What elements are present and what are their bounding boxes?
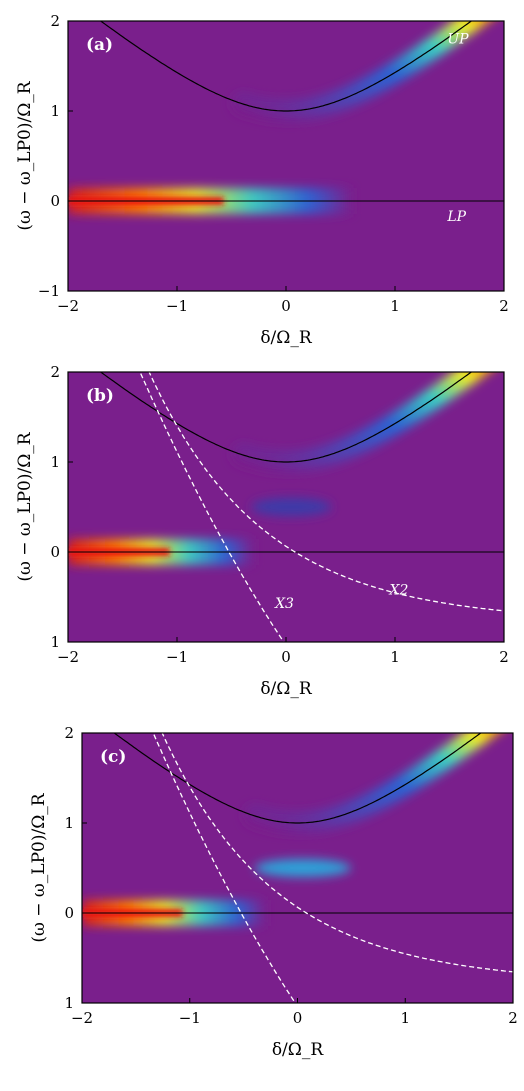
x-axis-label: δ/Ω_R: [260, 679, 313, 699]
panel-label: (a): [86, 35, 113, 55]
y-tick-label: 0: [50, 543, 60, 561]
y-tick-label: 2: [50, 12, 60, 30]
annotation-lp: LP: [446, 209, 466, 225]
panel-label: (b): [86, 386, 114, 406]
x-axis-label: δ/Ω_R: [272, 1040, 325, 1060]
y-tick-label: 1: [64, 814, 74, 832]
x-tick-label: 0: [281, 648, 291, 666]
y-axis-label: (ω − ω_LP0)/Ω_R: [15, 80, 35, 230]
middle-band: [251, 498, 332, 516]
x-tick-label: 2: [499, 297, 509, 315]
x-tick-label: 1: [400, 1009, 410, 1027]
x2-line: [161, 733, 513, 973]
x-tick-label: 0: [281, 297, 291, 315]
upper-polariton-line: [113, 733, 482, 824]
x-tick-label: −1: [166, 648, 188, 666]
heatmap-background: [68, 21, 504, 291]
x-tick-label: −1: [166, 297, 188, 315]
upper-polariton-line: [99, 21, 473, 112]
x-tick-label: −2: [71, 1009, 93, 1027]
y-tick-label: 1: [50, 453, 60, 471]
x-tick-label: 1: [390, 297, 400, 315]
x-tick-label: −2: [57, 297, 79, 315]
x-tick-label: 1: [390, 648, 400, 666]
y-tick-label: 1: [50, 102, 60, 120]
panel-c: −2 −1 0 1 2 1 0 1 2 (c) δ/Ω_R (ω − ω_LP0)/Ω_R: [29, 724, 518, 1060]
y-axis-label: (ω − ω_LP0)/Ω_R: [15, 431, 35, 581]
y-tick-label: 1: [64, 994, 74, 1012]
x3-line: [152, 733, 297, 1003]
y-tick-label: 2: [64, 724, 74, 742]
y-tick-label: 0: [50, 192, 60, 210]
middle-band: [254, 859, 351, 877]
y-tick-label: 1: [50, 633, 60, 651]
x3-line: [139, 372, 285, 642]
x-tick-label: −1: [179, 1009, 201, 1027]
panel-label: (c): [100, 747, 126, 767]
annotation-x2: X2: [389, 582, 409, 598]
panel-b: −2 −1 0 1 2 1 0 1 2 (b) δ/Ω_R (ω − ω_LP0)/Ω_R X3 X2: [15, 363, 509, 699]
x-tick-label: −2: [57, 648, 79, 666]
x2-line: [148, 372, 504, 612]
x-tick-label: 2: [499, 648, 509, 666]
x-axis-label: δ/Ω_R: [260, 328, 313, 348]
y-tick-label: 0: [64, 904, 74, 922]
annotation-x3: X3: [274, 596, 294, 612]
x-tick-label: 2: [508, 1009, 518, 1027]
y-tick-label: 2: [50, 363, 60, 381]
x-tick-label: 0: [293, 1009, 303, 1027]
annotation-up: UP: [447, 32, 469, 48]
upper-polariton-line: [99, 372, 473, 463]
y-tick-label: −1: [38, 282, 60, 300]
y-axis-label: (ω − ω_LP0)/Ω_R: [29, 792, 49, 942]
